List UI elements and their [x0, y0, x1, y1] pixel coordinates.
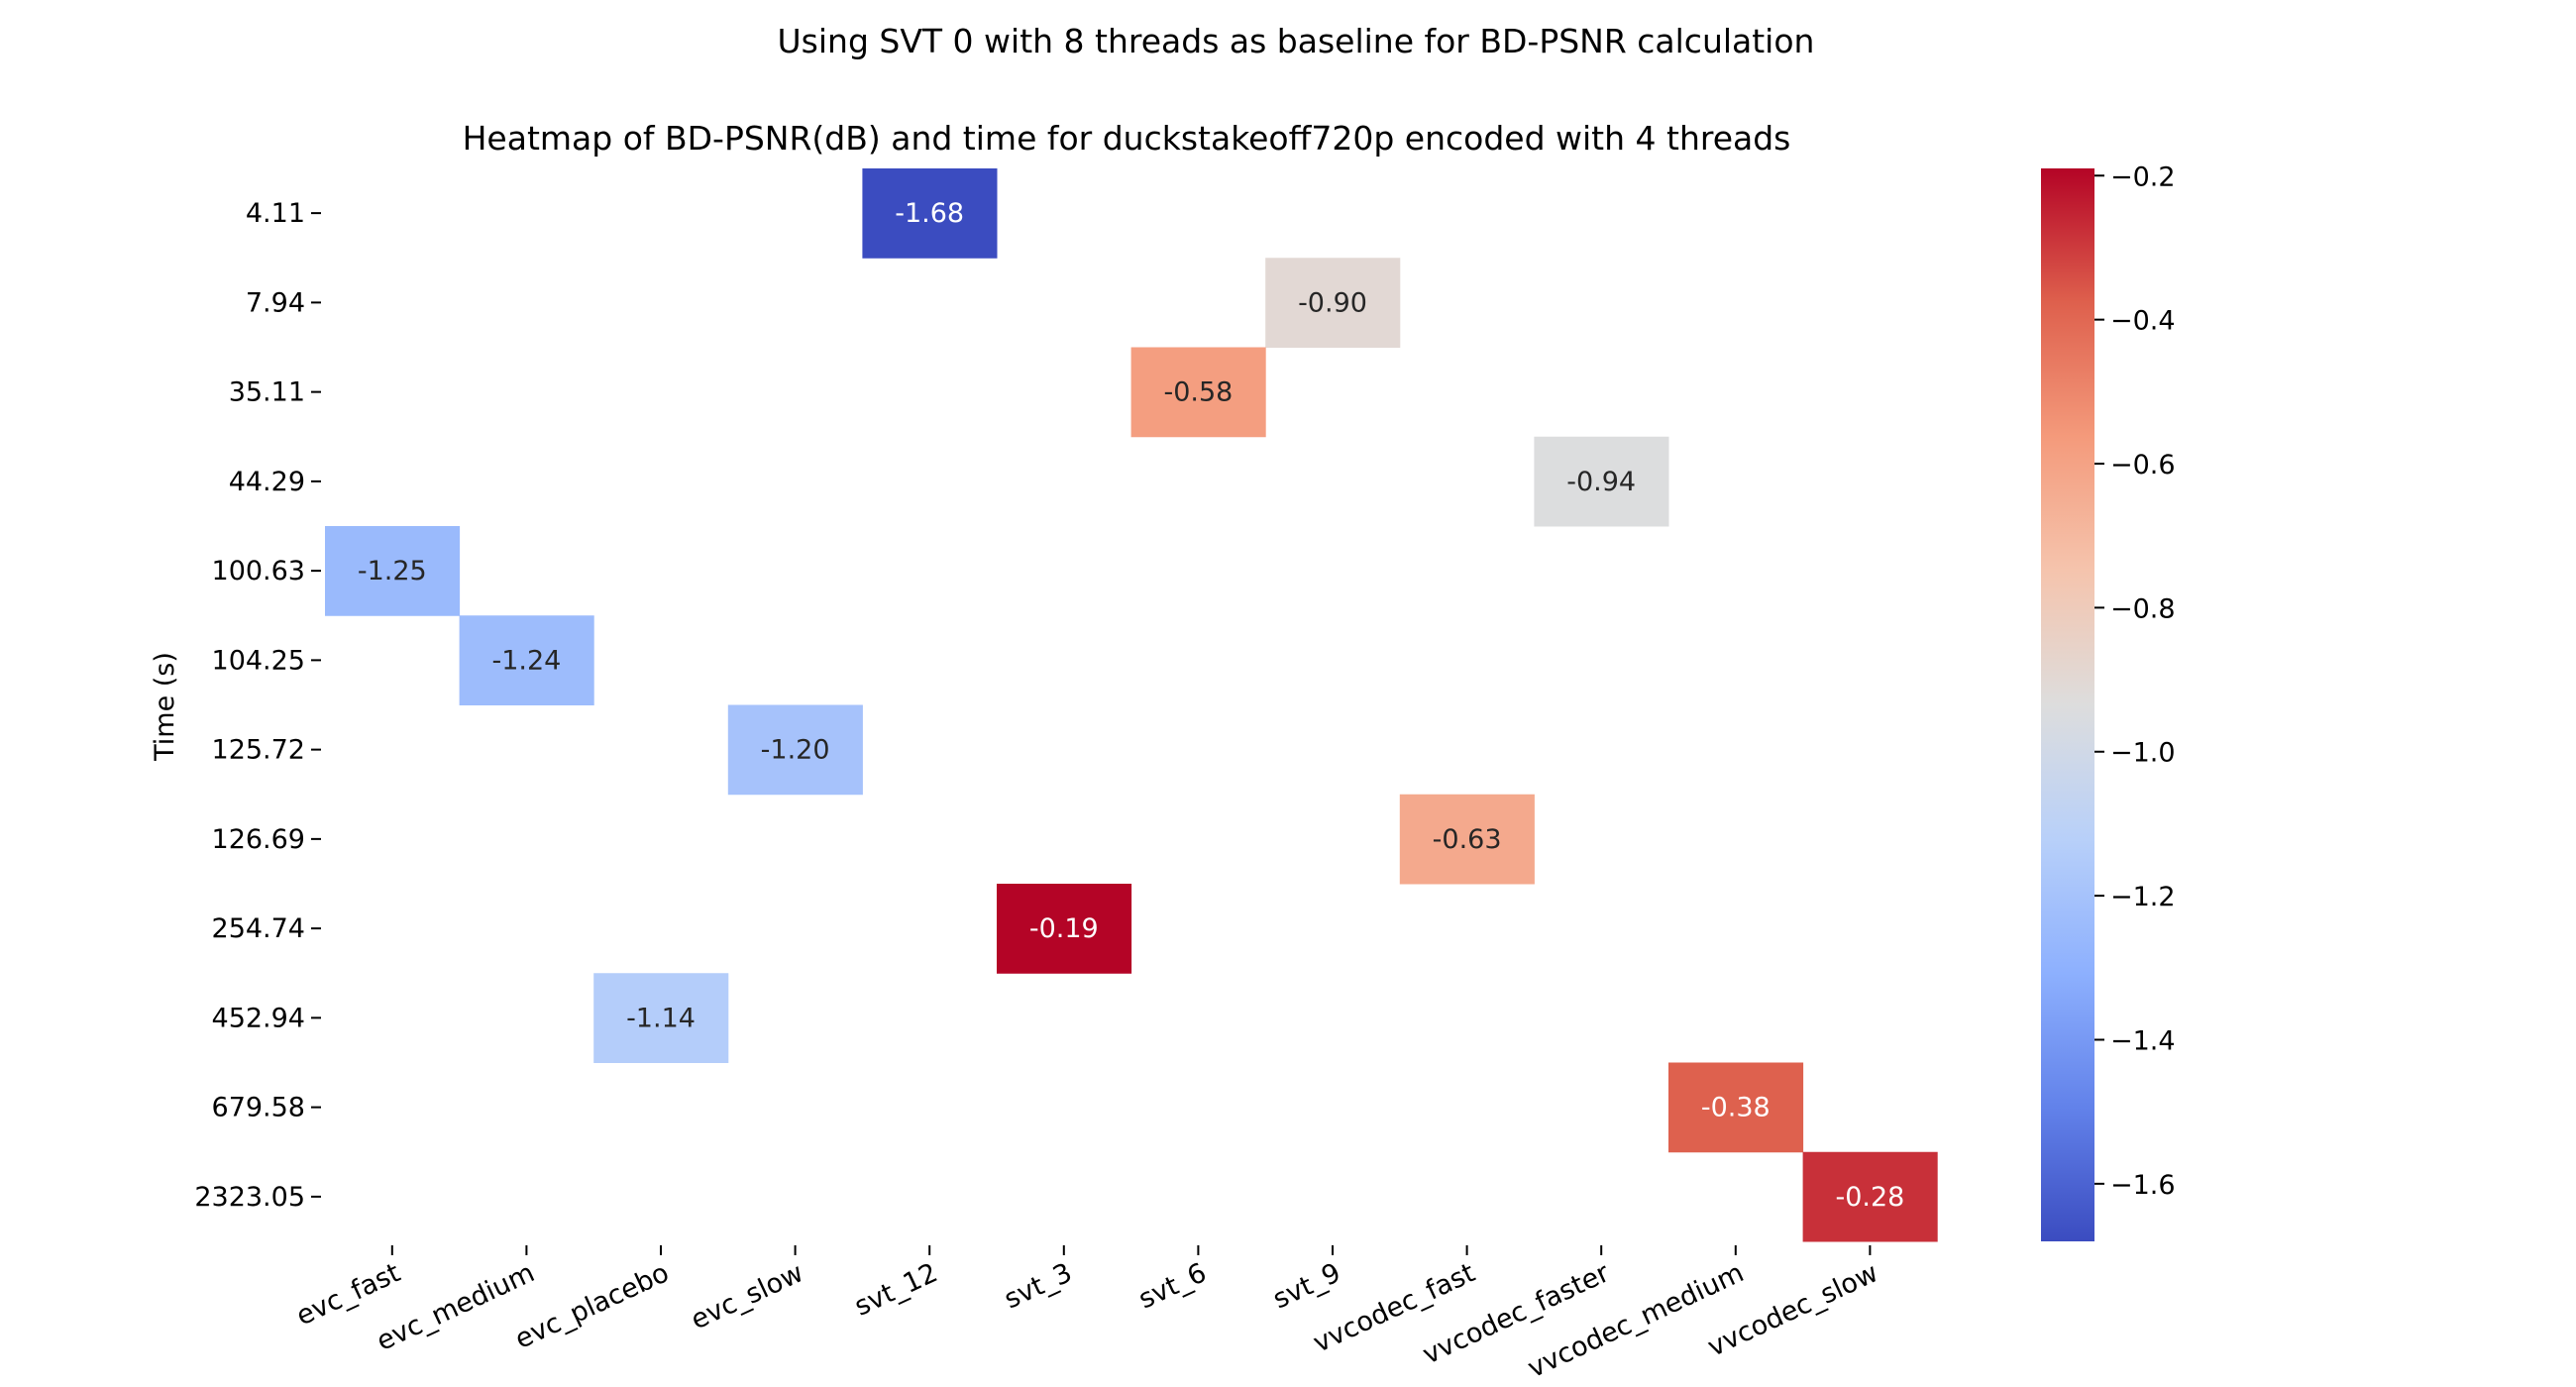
colorbar [2041, 168, 2094, 1241]
heatmap-cell [727, 704, 863, 796]
cell-value-label: -0.90 [1298, 287, 1367, 318]
heatmap-cell [1265, 258, 1401, 348]
y-tick-label: 126.69 [212, 824, 305, 855]
colorbar-tick-label: −0.2 [2110, 161, 2176, 192]
cell-value-label: -0.19 [1029, 913, 1099, 944]
heatmap-cell [1802, 1151, 1938, 1242]
heatmap-cell [997, 884, 1132, 974]
x-tick-label: svt_6 [1134, 1257, 1212, 1315]
chart-suptitle: Using SVT 0 with 8 threads as baseline f… [778, 22, 1815, 60]
y-tick-label: 2323.05 [194, 1182, 305, 1213]
cell-value-label: -0.94 [1566, 467, 1636, 497]
heatmap-cell [1399, 794, 1535, 885]
heatmap-cell [593, 973, 729, 1063]
x-tick-label: vvcodec_medium [1523, 1257, 1748, 1384]
y-tick-label: 125.72 [212, 735, 305, 766]
cell-value-label: -1.68 [895, 198, 964, 229]
cell-value-label: -0.38 [1701, 1093, 1771, 1123]
cell-value-label: -1.20 [761, 735, 830, 766]
colorbar-ticks: −0.2 −0.4 −0.6 −0.8 −1.0 −1.2 −1.4 −1.6 [2094, 161, 2176, 1201]
heatmap-cell [459, 615, 594, 705]
cell-value-label: -0.28 [1835, 1182, 1904, 1213]
x-tick-label: svt_12 [850, 1257, 942, 1322]
y-tick-label: 254.74 [212, 913, 305, 944]
colorbar-tick-label: −0.6 [2110, 450, 2176, 480]
heatmap-cells: -1.68 -0.90 -0.58 -0.94 -1.25 -1.24 -1.20 -0.63… [325, 168, 1938, 1242]
x-tick-label: svt_9 [1268, 1257, 1345, 1315]
cell-value-label: -0.63 [1433, 824, 1502, 855]
x-tick-label: evc_fast [291, 1257, 404, 1332]
y-tick-label: 452.94 [212, 1003, 305, 1033]
colorbar-tick-label: −1.4 [2110, 1025, 2176, 1056]
y-tick-label: 100.63 [212, 556, 305, 587]
y-tick-label: 4.11 [246, 198, 305, 229]
y-tick-label: 7.94 [246, 287, 305, 318]
heatmap-cell [1130, 347, 1266, 438]
heatmap-cell [325, 526, 461, 616]
cell-value-label: -0.58 [1163, 377, 1233, 408]
y-tick-label: 104.25 [212, 645, 305, 676]
heatmap-cell [1668, 1062, 1804, 1153]
cell-value-label: -1.24 [491, 645, 561, 676]
y-tick-label: 44.29 [229, 467, 305, 497]
x-tick-label: svt_3 [1000, 1257, 1077, 1315]
colorbar-tick-label: −1.6 [2110, 1170, 2176, 1201]
y-tick-label: 679.58 [212, 1093, 305, 1123]
heatmap-cell [1534, 436, 1669, 527]
colorbar-tick-label: −0.8 [2110, 593, 2176, 624]
cell-value-label: -1.25 [358, 556, 427, 587]
y-tick-label: 35.11 [229, 377, 305, 408]
y-axis-label: Time (s) [150, 652, 180, 762]
x-tick-label: evc_slow [687, 1257, 808, 1335]
heatmap-cell [862, 168, 998, 259]
x-tick-label: evc_placebo [510, 1257, 674, 1355]
cell-value-label: -1.14 [626, 1003, 696, 1033]
colorbar-tick-label: −1.0 [2110, 738, 2176, 769]
chart-title: Heatmap of BD-PSNR(dB) and time for duck… [463, 119, 1791, 158]
colorbar-tick-label: −1.2 [2110, 882, 2176, 912]
colorbar-tick-label: −0.4 [2110, 306, 2176, 337]
y-axis-ticks: 4.11 7.94 35.11 44.29 100.63 104.25 125.72 126.… [194, 198, 321, 1213]
